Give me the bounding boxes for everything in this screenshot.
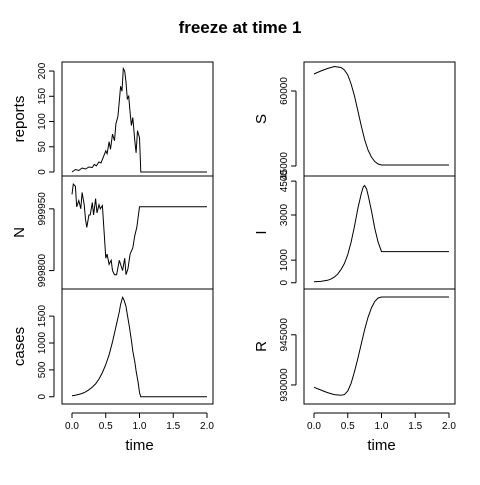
y-tick-label: 1500 — [37, 305, 48, 328]
y-tick-label: 50 — [37, 141, 48, 153]
y-tick-label: 500 — [37, 361, 48, 378]
panel-right-S: 45000 60000 S — [253, 61, 456, 180]
panel-frame — [303, 175, 456, 290]
y-tick-label: 200 — [37, 62, 48, 79]
figure-title: freeze at time 1 — [178, 18, 302, 37]
x-tick-label: 1.0 — [375, 421, 389, 432]
panel-frame — [61, 288, 214, 405]
x-axis-label: time — [125, 437, 153, 454]
panel-left-reports: 0 50 100 150 200 reports — [11, 61, 214, 177]
x-tick-label: 2.0 — [200, 421, 214, 432]
x-tick-label: 1.5 — [166, 421, 180, 432]
x-tick-label: 1.5 — [408, 421, 422, 432]
y-axis-label: I — [253, 230, 270, 234]
y-tick-label: 945000 — [279, 318, 290, 352]
y-tick-label: 0 — [37, 169, 48, 175]
panel-right-I: 0 1000 3000 4500 I — [253, 170, 456, 290]
y-axis-label: N — [11, 227, 28, 238]
panel-frame — [61, 61, 214, 177]
y-tick-label: 60000 — [279, 77, 290, 105]
y-tick-label: 930000 — [279, 368, 290, 402]
panel-frame — [303, 61, 456, 177]
x-tick-label: 0.0 — [65, 421, 79, 432]
y-tick-label: 100 — [37, 113, 48, 130]
series-line-N — [71, 183, 207, 276]
panel-frame — [303, 288, 456, 405]
series-line-R — [313, 296, 449, 396]
x-tick-label: 0.5 — [341, 421, 355, 432]
y-tick-label: 0 — [279, 280, 290, 286]
y-tick-label: 45000 — [279, 152, 290, 180]
x-tick-label: 1.0 — [133, 421, 147, 432]
y-axis-label: cases — [11, 327, 28, 366]
x-tick-label: 0.5 — [99, 421, 113, 432]
y-tick-label: 1000 — [37, 331, 48, 354]
x-tick-label: 0.0 — [307, 421, 321, 432]
panel-frame — [61, 175, 214, 290]
y-tick-label: 150 — [37, 88, 48, 105]
x-axis-label: time — [367, 437, 395, 454]
y-tick-label: 1000 — [279, 249, 290, 272]
series-line-cases — [71, 295, 207, 398]
panel-left-cases: 0 500 1000 1500 cases — [11, 288, 214, 405]
panel-right-R: 930000 945000 R — [253, 288, 456, 405]
series-line-reports — [71, 66, 207, 173]
y-axis-label: reports — [11, 96, 28, 143]
panel-left-N: 999800 999950 N — [11, 175, 214, 290]
series-line-S — [313, 65, 449, 166]
y-tick-label: 0 — [37, 394, 48, 400]
series-line-I — [313, 184, 449, 283]
y-tick-label: 999800 — [37, 253, 48, 287]
y-axis-label: R — [253, 341, 270, 352]
y-tick-label: 4500 — [279, 170, 290, 193]
y-tick-label: 999950 — [37, 192, 48, 226]
y-tick-label: 3000 — [279, 203, 290, 226]
y-axis-label: S — [253, 114, 270, 124]
x-tick-label: 2.0 — [442, 421, 456, 432]
